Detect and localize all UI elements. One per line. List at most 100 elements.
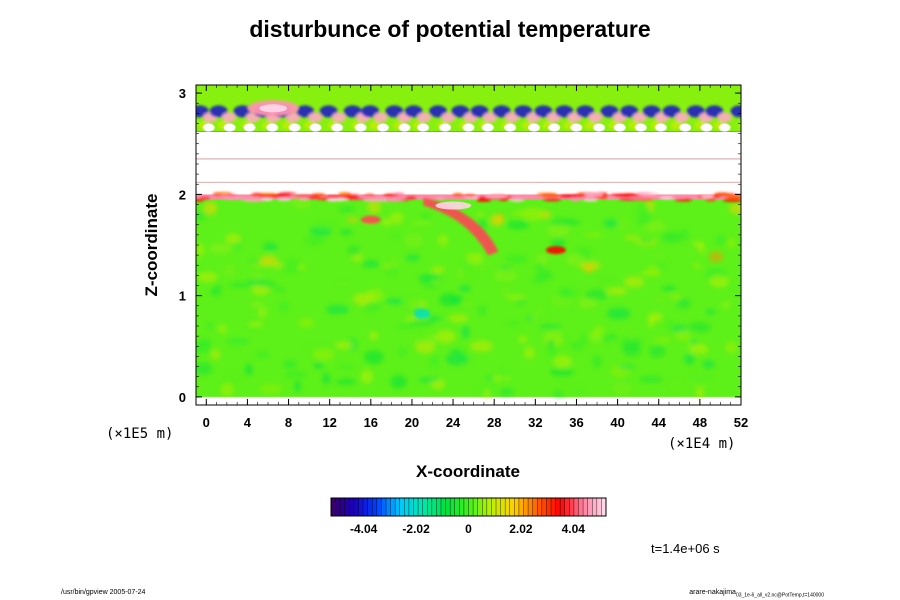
wave-gap (654, 123, 667, 132)
wave-cold (404, 105, 423, 118)
wave-gap (613, 123, 626, 132)
band-streak (722, 198, 741, 202)
wave-cold (470, 105, 489, 118)
wave-cold (600, 105, 619, 118)
texture-blob (535, 263, 544, 270)
texture-blob (559, 386, 581, 396)
texture-blob (584, 289, 609, 300)
colorbar-segment (601, 498, 607, 516)
z-axis-label: Z-coordinate (142, 194, 161, 297)
texture-blob (493, 269, 517, 282)
texture-blob (692, 262, 702, 269)
wave-gap (718, 123, 731, 132)
texture-blob (248, 259, 263, 265)
colorbar-segment (353, 498, 359, 516)
texture-blob (549, 367, 574, 376)
wave-warm (632, 112, 647, 123)
texture-blob (389, 212, 404, 225)
colorbar-segment (555, 498, 561, 516)
wave-mid (738, 122, 741, 129)
wave-cold (343, 105, 362, 118)
wave-gap (331, 123, 344, 132)
texture-blob (603, 334, 611, 344)
texture-blob (593, 355, 602, 368)
band-streak (725, 196, 741, 200)
colorbar-segment (408, 498, 414, 516)
texture-blob (210, 289, 217, 295)
texture-blob (431, 266, 445, 274)
texture-blob (346, 217, 359, 223)
texture-blob (680, 227, 690, 242)
wave-warm (416, 112, 431, 123)
colorbar-tick-label: -4.04 (350, 522, 378, 536)
texture-blob (486, 375, 494, 381)
colorbar-segment (500, 498, 506, 516)
texture-blob (687, 329, 697, 340)
colorbar-segment (399, 498, 405, 516)
texture-blob (613, 381, 632, 394)
texture-blob (534, 314, 548, 320)
texture-blob (385, 298, 405, 305)
wave-gap (504, 123, 517, 132)
texture-blob (728, 203, 741, 215)
texture-blob (617, 364, 636, 369)
band-streak (293, 194, 314, 198)
colorbar-segment (473, 498, 478, 516)
band-streak (338, 192, 352, 196)
texture-blob (489, 214, 504, 227)
z-tick-label: 2 (179, 187, 186, 202)
texture-blob (580, 332, 589, 345)
texture-blob (547, 339, 555, 350)
texture-blob (654, 296, 666, 302)
colorbar-segment (546, 498, 552, 516)
texture-blob (210, 349, 221, 360)
texture-blob (248, 320, 264, 328)
colorbar-segment (349, 498, 355, 516)
texture-blob (574, 248, 593, 254)
texture-blob (523, 346, 535, 360)
band-streak (200, 196, 210, 200)
band-streak (570, 198, 581, 202)
wave-warm (717, 112, 732, 123)
colorbar-segment (413, 498, 419, 516)
texture-blob (418, 274, 441, 282)
colorbar-segment (486, 498, 492, 516)
colorbar-segment (573, 498, 579, 516)
band-streak (606, 196, 616, 200)
texture-blob (536, 253, 549, 265)
band-streak (659, 196, 675, 200)
texture-blob (458, 284, 471, 292)
texture-blob (584, 264, 594, 274)
texture-blob (405, 254, 421, 262)
colorbar-segment (431, 498, 437, 516)
band-streak (713, 193, 737, 197)
texture-blob (209, 243, 233, 254)
texture-blob (250, 272, 264, 281)
texture-blob (339, 206, 355, 213)
texture-blob (229, 282, 253, 288)
colorbar-segment (367, 498, 373, 516)
colorbar-segment (518, 498, 524, 516)
texture-blob (410, 221, 432, 226)
texture-blob (525, 315, 534, 321)
texture-blob (676, 298, 691, 309)
wave-warm (221, 112, 236, 123)
inversion-streaks (196, 191, 741, 202)
texture-blob (505, 320, 521, 326)
colorbar-segment (564, 498, 570, 516)
band-streak (475, 198, 491, 202)
texture-blob (521, 207, 545, 221)
texture-blob (689, 373, 712, 387)
texture-blob (725, 237, 736, 249)
wave-cold (555, 105, 574, 118)
colorbar-tick-label: 2.02 (509, 522, 533, 536)
texture-blob (294, 380, 302, 393)
wave-warm (674, 112, 689, 123)
wave-cold (319, 105, 338, 118)
colorbar-segment (340, 498, 346, 516)
colorbar-segment (445, 498, 451, 516)
texture-blob (622, 343, 641, 357)
texture-blob (411, 337, 435, 344)
wave-cold (730, 105, 741, 118)
band-streak (326, 195, 342, 199)
